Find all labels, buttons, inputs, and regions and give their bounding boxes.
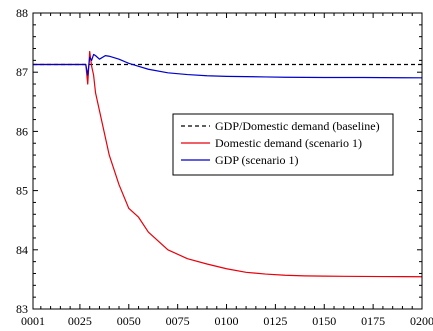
series-layer <box>33 50 423 278</box>
x-tick-label: 0200 <box>410 314 433 328</box>
x-tick-label: 0075 <box>166 314 190 328</box>
x-tick-label: 0175 <box>361 314 385 328</box>
legend-label: Domestic demand (scenario 1) <box>215 136 362 150</box>
series-line-3 <box>33 53 423 79</box>
series-line-2 <box>33 50 423 278</box>
y-tick-label: 86 <box>16 124 28 138</box>
x-tick-label: 0100 <box>215 314 239 328</box>
legend-box <box>172 113 394 176</box>
x-tick-label: 0025 <box>68 314 92 328</box>
x-tick-label: 0150 <box>312 314 336 328</box>
y-tick-label: 85 <box>16 184 28 198</box>
legend: GDP/Domestic demand (baseline) Domestic d… <box>172 113 394 176</box>
y-tick-label: 88 <box>16 6 28 20</box>
legend-items: GDP/Domestic demand (baseline) Domestic d… <box>181 119 380 167</box>
y-tick-label: 83 <box>16 302 28 316</box>
legend-label: GDP/Domestic demand (baseline) <box>215 119 380 133</box>
plot-frame <box>32 12 423 310</box>
x-tick-label: 0001 <box>21 314 45 328</box>
legend-label: GDP (scenario 1) <box>215 153 299 167</box>
x-tick-label: 0125 <box>263 314 287 328</box>
axes-layer: 83 84 85 86 87 88 0001 0025 0050 0075 0100 0125 0150… <box>16 6 433 328</box>
x-tick-label: 0050 <box>117 314 141 328</box>
y-tick-label: 84 <box>16 243 28 257</box>
y-tick-label: 87 <box>16 65 28 79</box>
